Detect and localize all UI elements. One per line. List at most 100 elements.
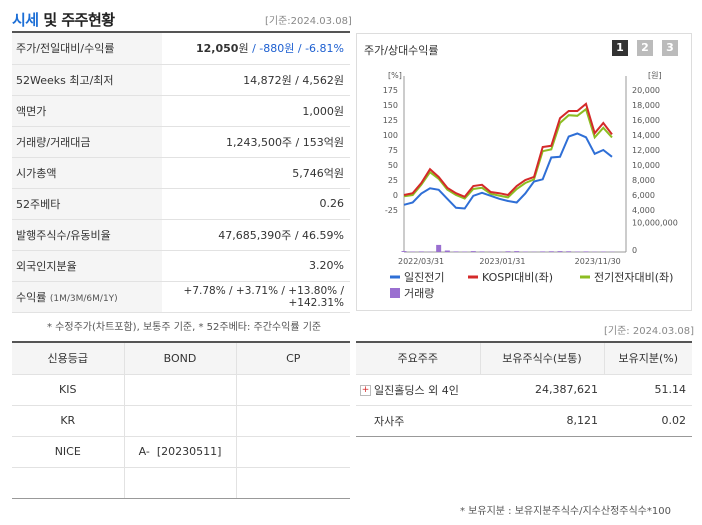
shares-cell: 8,121: [480, 405, 604, 437]
agency-cell: NICE: [12, 436, 125, 468]
right-tick-label: 14,000: [632, 131, 660, 140]
divider: [356, 341, 692, 343]
agency-cell: KR: [12, 405, 125, 437]
x-tick-label: 2022/03/31: [398, 257, 444, 266]
cp-cell: [236, 436, 350, 468]
left-tick-label: 50: [388, 161, 398, 170]
table-row: 거래량/거래대금 1,243,500주 / 153억원: [12, 126, 350, 158]
legend-sector-label: 전기전자대비(좌): [594, 271, 673, 284]
row-label: 발행주식수/유동비율: [12, 219, 162, 251]
major-holders-table: 주요주주 보유주식수(보통) 보유지분(%) + 일진홀딩스 외 4인 24,38…: [356, 343, 692, 437]
holders-footnote: * 보유지분 : 보유지분주식수/지수산정주식수*100: [460, 506, 671, 517]
volume-bar: [557, 251, 563, 252]
left-tick-label: 175: [383, 86, 398, 95]
bond-cell: A- [20230511]: [124, 436, 237, 468]
header-stake: 보유지분(%): [604, 343, 692, 375]
holder-name-cell[interactable]: + 일진홀딩스 외 4인: [356, 374, 480, 406]
right-tick-label: 10,000: [632, 161, 660, 170]
table-row: 주가/전일대비/수익률 12,050원 / -880원 / -6.81%: [12, 33, 350, 65]
row-value: 3.20%: [162, 250, 350, 282]
sector-relative-line: [403, 107, 613, 200]
volume-bar: [540, 251, 546, 252]
row-value: 0.26: [162, 188, 350, 220]
table-row: 시가총액 5,746억원: [12, 157, 350, 189]
x-tick-label: 2023/11/30: [575, 257, 621, 266]
header-credit-rating: 신용등급: [12, 343, 125, 375]
volume-bar: [566, 251, 572, 252]
chart-tab-3-button[interactable]: 3: [662, 40, 678, 56]
header-cp: CP: [236, 343, 350, 375]
table-row: KIS: [12, 374, 350, 406]
left-tick-label: 75: [388, 146, 398, 155]
agency-cell: [12, 467, 125, 499]
stake-cell: 0.02: [604, 405, 692, 437]
right-tick-label: 12,000: [632, 146, 660, 155]
table-row: 발행주식수/유동비율 47,685,390주 / 46.59%: [12, 219, 350, 251]
row-value: 1,000원: [162, 95, 350, 127]
volume-bar: [444, 250, 450, 252]
table-row: + 일진홀딩스 외 4인 24,387,621 51.14: [356, 374, 692, 406]
header-holder: 주요주주: [356, 343, 481, 375]
table-row: [12, 467, 350, 499]
divider: [12, 341, 350, 343]
price-chart: [%] [원] 175 150 125 100 75 50 25 0 -25 20,000 18,000…: [383, 71, 678, 300]
cp-cell: [236, 374, 350, 406]
table-row: 수익률 (1M/3M/6M/1Y) +7.78% / +3.71% / +13.…: [12, 281, 350, 313]
left-tick-label: 125: [383, 116, 398, 125]
row-label: 액면가: [12, 95, 162, 127]
legend-kospi-label: KOSPI대비(좌): [482, 271, 553, 284]
left-tick-label: 0: [393, 191, 398, 200]
volume-tick-label: 10,000,000: [632, 218, 678, 227]
volume-bar: [401, 251, 407, 252]
table-row: 외국인지분율 3.20%: [12, 250, 350, 282]
reference-date: [기준:2024.03.08]: [265, 16, 352, 27]
row-label: 외국인지분율: [12, 250, 162, 282]
returns-value: +7.78% / +3.71% / +13.80% / +142.31%: [162, 281, 350, 313]
bond-cell: [124, 467, 237, 499]
row-label: 수익률 (1M/3M/6M/1Y): [12, 281, 162, 313]
bond-cell: [124, 374, 237, 406]
credit-rating-table: 신용등급 BOND CP KIS KR NICE A- [20230511]: [12, 343, 350, 499]
volume-bar: [436, 244, 442, 252]
volume-tick-label: 0: [632, 246, 637, 255]
volume-bar: [453, 251, 459, 252]
left-tick-label: -25: [385, 206, 398, 215]
right-tick-label: 4,000: [632, 206, 655, 215]
kospi-relative-line: [403, 102, 613, 199]
divider: [12, 31, 350, 33]
row-label: 주가/전일대비/수익률: [12, 33, 162, 65]
bond-cell: [124, 405, 237, 437]
volume-bar: [548, 251, 554, 252]
volume-bar: [514, 251, 520, 252]
shares-cell: 24,387,621: [480, 374, 604, 406]
chart-tab-2-button[interactable]: 2: [637, 40, 653, 56]
volume-bar: [470, 251, 476, 252]
agency-cell: KIS: [12, 374, 125, 406]
left-tick-label: 100: [383, 131, 398, 140]
left-tick-label: 25: [388, 176, 398, 185]
holder-name-cell: 자사주: [356, 405, 480, 437]
quote-table: 주가/전일대비/수익률 12,050원 / -880원 / -6.81% 52W…: [12, 33, 350, 313]
table-row: 52Weeks 최고/최저 14,872원 / 4,562원: [12, 64, 350, 96]
table-header-row: 신용등급 BOND CP: [12, 343, 350, 375]
left-tick-label: 150: [383, 101, 398, 110]
stake-cell: 51.14: [604, 374, 692, 406]
row-value: 5,746억원: [162, 157, 350, 189]
row-value: 14,872원 / 4,562원: [162, 64, 350, 96]
table-row: 자사주 8,121 0.02: [356, 405, 692, 437]
row-label: 거래량/거래대금: [12, 126, 162, 158]
right-tick-label: 20,000: [632, 86, 660, 95]
chart-tab-1-button[interactable]: 1: [612, 40, 628, 56]
right-tick-label: 16,000: [632, 116, 660, 125]
x-tick-label: 2023/01/31: [479, 257, 525, 266]
expand-icon[interactable]: +: [360, 385, 371, 396]
table-header-row: 주요주주 보유주식수(보통) 보유지분(%): [356, 343, 692, 375]
header-bond: BOND: [124, 343, 237, 375]
table-row: NICE A- [20230511]: [12, 436, 350, 468]
row-value: 47,685,390주 / 46.59%: [162, 219, 350, 251]
volume-bar: [583, 251, 589, 252]
quote-footnote: * 수정주가(차트포함), 보통주 기준, * 52주베타: 주간수익률 기준: [47, 322, 322, 333]
cp-cell: [236, 467, 350, 499]
right-tick-label: 6,000: [632, 191, 655, 200]
row-value: 1,243,500주 / 153억원: [162, 126, 350, 158]
